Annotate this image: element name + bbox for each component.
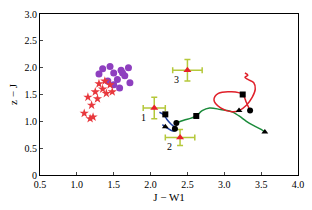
svg-text:1.0: 1.0	[25, 116, 38, 127]
svg-text:3.0: 3.0	[25, 9, 38, 20]
svg-text:1.5: 1.5	[107, 179, 120, 190]
svg-text:2.5: 2.5	[181, 179, 194, 190]
svg-text:3.0: 3.0	[218, 179, 231, 190]
svg-text:0: 0	[32, 170, 37, 181]
svg-text:1: 1	[141, 112, 146, 123]
svg-text:1.5: 1.5	[25, 89, 38, 100]
svg-text:2.0: 2.0	[144, 179, 157, 190]
svg-text:4.0: 4.0	[292, 179, 305, 190]
svg-text:3: 3	[174, 74, 179, 85]
svg-text:0.5: 0.5	[34, 179, 47, 190]
svg-text:2: 2	[167, 141, 172, 152]
svg-text:3.5: 3.5	[255, 179, 268, 190]
svg-text:J − W1: J − W1	[153, 191, 185, 203]
svg-text:2.0: 2.0	[25, 62, 38, 73]
svg-text:z − J: z − J	[7, 83, 19, 105]
svg-text:0.5: 0.5	[25, 143, 38, 154]
svg-text:2.5: 2.5	[25, 35, 38, 46]
svg-text:1.0: 1.0	[71, 179, 84, 190]
